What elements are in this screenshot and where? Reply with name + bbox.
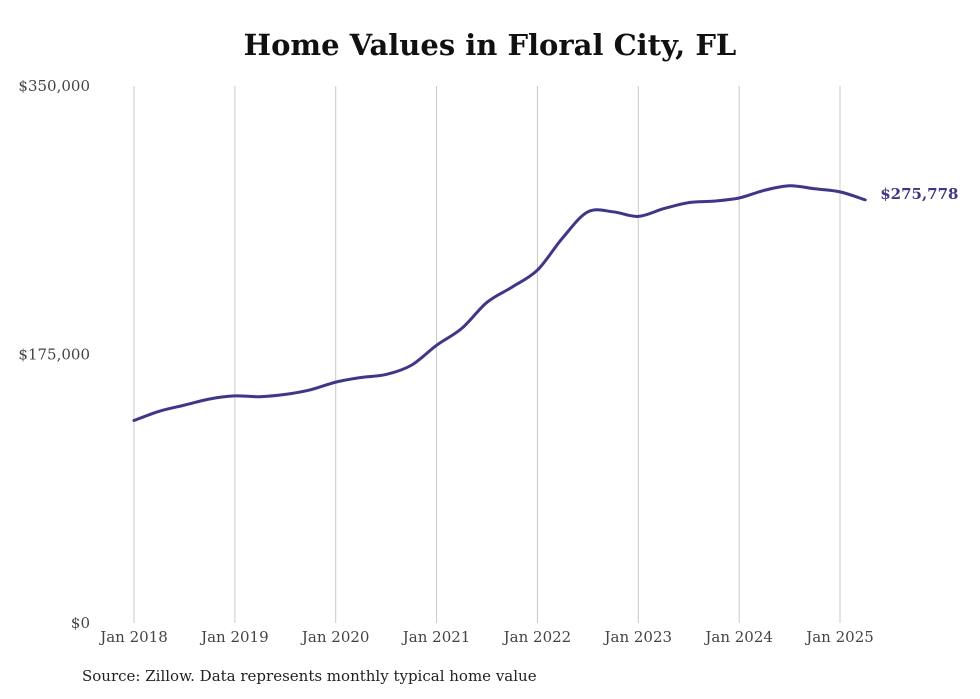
y-tick-label: $0 [71, 614, 90, 632]
source-note: Source: Zillow. Data represents monthly … [82, 667, 537, 685]
x-tick-label: Jan 2024 [703, 628, 773, 646]
x-tick-label: Jan 2025 [804, 628, 874, 646]
x-tick-label: Jan 2021 [401, 628, 471, 646]
x-tick-label: Jan 2020 [300, 628, 370, 646]
x-tick-label: Jan 2019 [199, 628, 269, 646]
series-layer: $275,778 [132, 184, 958, 422]
line-chart: $0$175,000$350,000 Jan 2018 Jan 2019 Jan 2… [18, 77, 958, 646]
chart-title: Home Values in Floral City, FL [243, 28, 737, 62]
x-tick-label: Jan 2018 [98, 628, 168, 646]
series-line [132, 184, 867, 422]
end-value-label: $275,778 [880, 185, 958, 203]
x-tick-label: Jan 2023 [603, 628, 673, 646]
y-tick-label: $175,000 [18, 346, 90, 364]
x-tick-label: Jan 2022 [502, 628, 572, 646]
y-axis: $0 $175,000 $350,000 [18, 77, 90, 632]
y-tick-label: $350,000 [18, 77, 90, 95]
x-axis: Jan 2018 Jan 2019 Jan 2020 Jan 2021 Jan 2022… [98, 628, 874, 646]
grid-layer [133, 86, 841, 623]
